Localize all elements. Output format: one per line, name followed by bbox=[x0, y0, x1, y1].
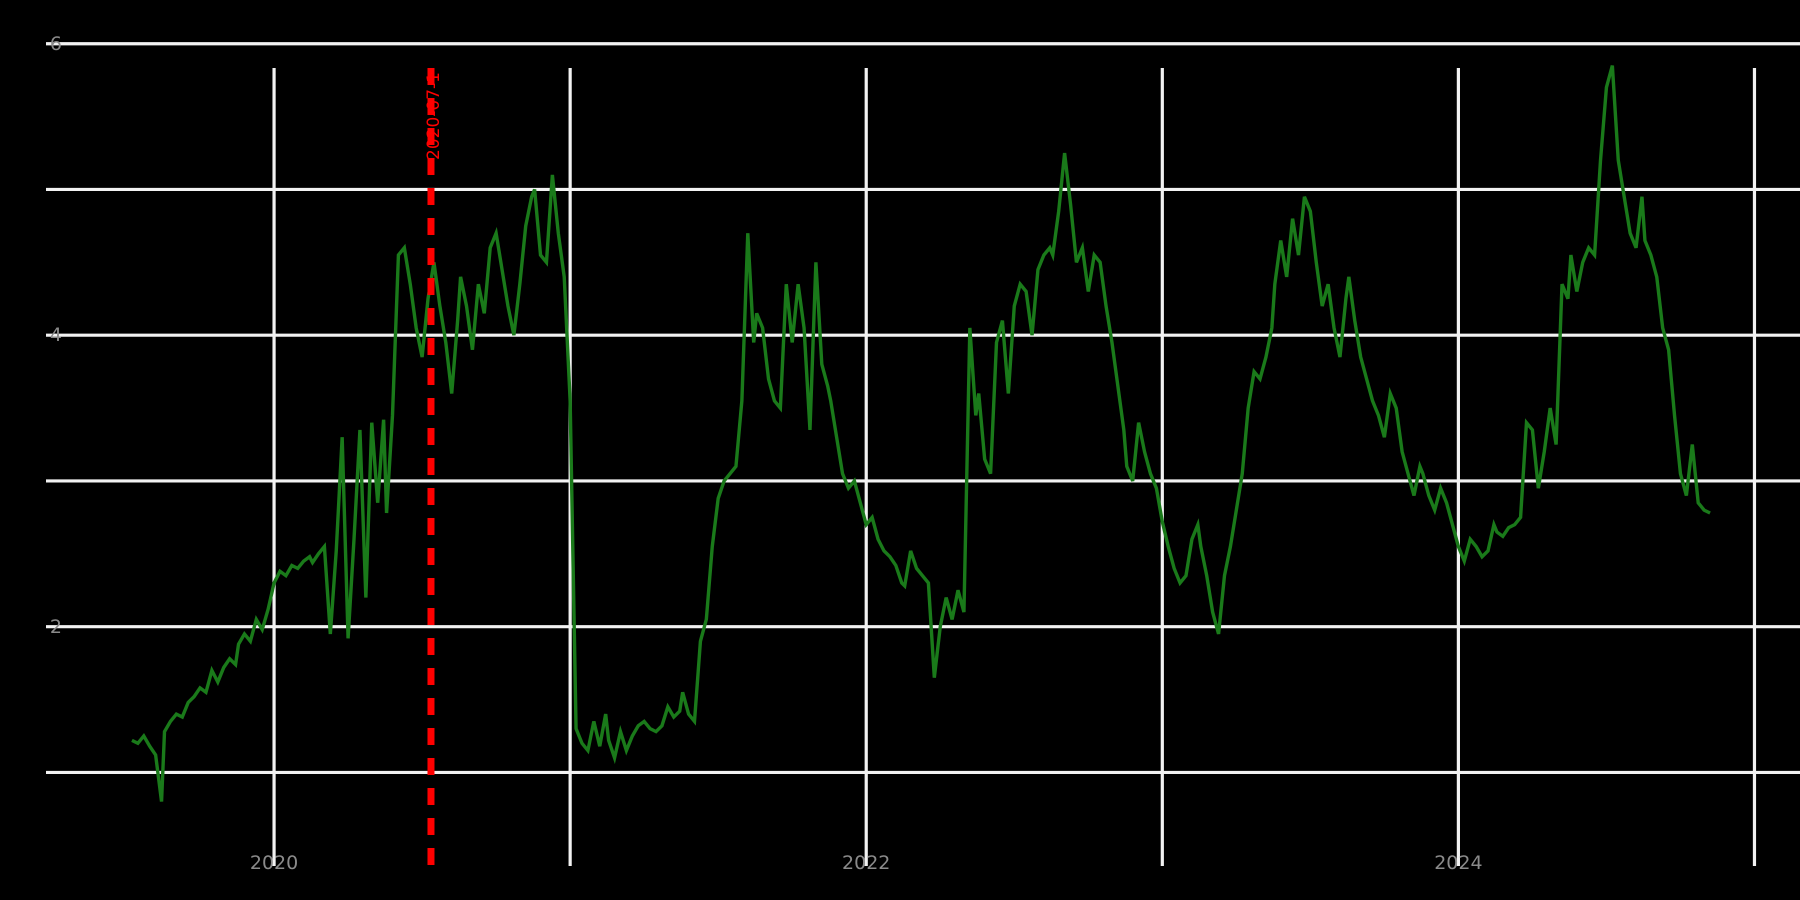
y-tick-label: 4 bbox=[49, 324, 62, 347]
vertical-gridlines bbox=[272, 68, 1757, 866]
x-tick-label: 2024 bbox=[1434, 852, 1483, 874]
y-tick-label: 6 bbox=[49, 32, 62, 55]
y-tick-label: 2 bbox=[49, 615, 62, 638]
annotation-label: 2020-07-1 bbox=[423, 72, 444, 160]
x-tick-label: 2020 bbox=[249, 852, 299, 874]
data-series-group bbox=[131, 65, 1711, 802]
horizontal-gridlines bbox=[46, 42, 1800, 775]
x-tick-label: 2022 bbox=[842, 852, 891, 874]
series-line-0 bbox=[131, 65, 1711, 802]
